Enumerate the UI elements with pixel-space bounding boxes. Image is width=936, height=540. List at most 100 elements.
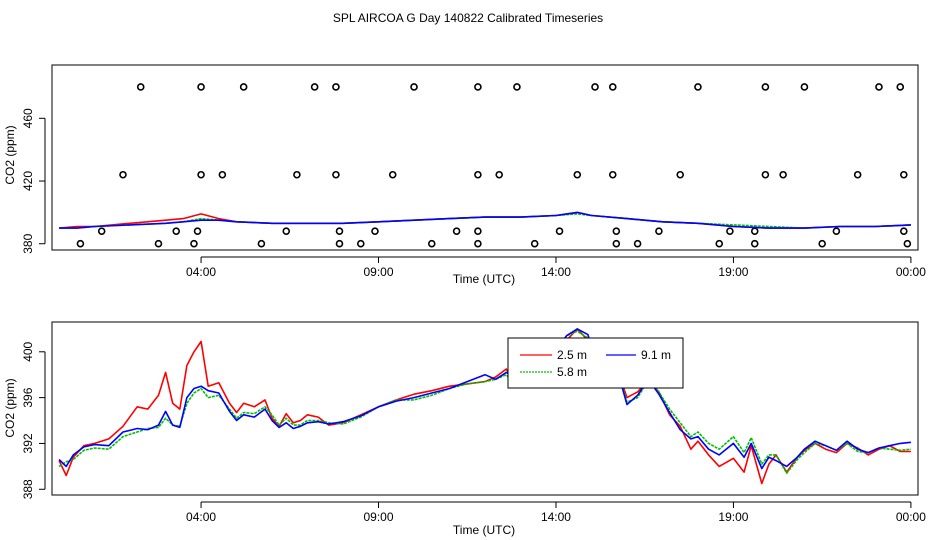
scatter-point — [154, 239, 163, 248]
scatter-point — [257, 239, 266, 248]
scatter-point — [119, 170, 127, 179]
bottom-y-tick-label: 392 — [21, 433, 35, 453]
bottom-y-axis-label: CO2 (ppm) — [3, 378, 17, 437]
top-y-tick-label: 380 — [21, 233, 35, 253]
top-x-tick-label: 19:00 — [718, 265, 748, 279]
scatter-point — [332, 83, 340, 91]
scatter-point — [676, 170, 685, 179]
scatter-point — [800, 83, 809, 91]
top-x-tick-label: 14:00 — [541, 265, 571, 279]
legend: 2.5 m 9.1 m 5.8 m — [507, 337, 684, 389]
scatter-point — [750, 227, 759, 235]
top-y-tick-label: 420 — [21, 171, 35, 191]
scatter-point — [193, 227, 202, 235]
scatter-point — [591, 83, 599, 91]
top-x-tick-label: 09:00 — [364, 265, 394, 279]
scatter-point — [655, 227, 663, 235]
series-line-9-1-m — [59, 211, 911, 229]
scatter-point — [555, 227, 564, 235]
scatter-point — [612, 227, 621, 235]
legend-label-9-1m: 9.1 m — [641, 348, 671, 362]
scatter-point — [335, 239, 344, 248]
scatter-point — [474, 227, 482, 235]
scatter-point — [608, 83, 617, 91]
scatter-point — [694, 83, 702, 91]
scatter-point — [335, 227, 344, 235]
scatter-point — [190, 239, 198, 248]
bottom-x-axis-label: Time (UTC) — [453, 523, 515, 537]
scatter-point — [761, 83, 770, 91]
scatter-point — [903, 239, 912, 248]
scatter-point — [452, 227, 461, 235]
bottom-y-axis: 388 392 396 400 — [21, 341, 46, 499]
scatter-point — [474, 83, 482, 91]
scatter-point — [573, 170, 582, 179]
scatter-point — [197, 170, 205, 179]
scatter-point — [513, 83, 521, 91]
chart-title: SPL AIRCOA G Day 140822 Calibrated Times… — [333, 11, 603, 25]
top-series-lines — [59, 211, 911, 229]
bottom-panel: 04:00 09:00 14:00 19:00 00:00 388 392 396 400 T… — [3, 321, 926, 537]
scatter-point — [136, 83, 145, 91]
scatter-point — [197, 83, 205, 91]
legend-label-2-5m: 2.5 m — [557, 348, 587, 362]
scatter-point — [76, 239, 85, 248]
scatter-point — [853, 170, 862, 179]
bottom-x-tick-label: 00:00 — [896, 510, 926, 524]
scatter-point — [172, 227, 181, 235]
scatter-point — [332, 170, 340, 179]
scatter-point — [896, 83, 905, 91]
scatter-point — [474, 170, 482, 179]
legend-label-5-8m: 5.8 m — [557, 365, 587, 379]
scatter-point — [218, 170, 227, 179]
scatter-point — [427, 239, 436, 248]
series-line-9-1-m — [58, 328, 911, 470]
bottom-series-lines — [58, 328, 911, 485]
scatter-point — [388, 170, 397, 179]
scatter-point — [293, 170, 301, 179]
top-plot-frame — [51, 64, 919, 251]
scatter-point — [495, 170, 503, 179]
scatter-point — [832, 227, 841, 235]
top-y-tick-label: 460 — [21, 108, 35, 128]
series-line-2-5-m — [58, 328, 911, 485]
scatter-point — [310, 83, 319, 91]
scatter-point — [410, 83, 418, 91]
scatter-point — [715, 239, 724, 248]
bottom-y-tick-label: 396 — [21, 387, 35, 407]
scatter-point — [282, 227, 291, 235]
top-y-axis: 380 420 460 — [21, 108, 46, 254]
bottom-x-tick-label: 09:00 — [364, 510, 394, 524]
top-x-tick-label: 04:00 — [186, 265, 216, 279]
top-panel: 04:00 09:00 14:00 19:00 00:00 380 420 460 Time… — [3, 64, 926, 286]
scatter-point — [726, 227, 734, 235]
scatter-point — [633, 239, 642, 248]
bottom-x-tick-label: 19:00 — [718, 510, 748, 524]
top-x-axis: 04:00 09:00 14:00 19:00 00:00 — [186, 256, 926, 279]
top-x-tick-label: 00:00 — [896, 265, 926, 279]
bottom-y-tick-label: 388 — [21, 479, 35, 499]
scatter-point — [97, 227, 106, 235]
scatter-point — [818, 239, 826, 248]
scatter-point — [761, 170, 770, 179]
scatter-point — [875, 83, 883, 91]
scatter-point — [371, 227, 379, 235]
top-scatter-points — [76, 83, 912, 248]
scatter-point — [530, 239, 539, 248]
bottom-x-axis: 04:00 09:00 14:00 19:00 00:00 — [186, 501, 926, 524]
series-line-2-5-m — [59, 211, 911, 229]
bottom-x-tick-label: 14:00 — [541, 510, 571, 524]
scatter-point — [612, 239, 621, 248]
scatter-point — [608, 170, 617, 179]
series-line-5-8-m — [58, 330, 911, 474]
scatter-point — [474, 239, 482, 248]
scatter-point — [750, 239, 759, 248]
bottom-y-tick-label: 400 — [21, 341, 35, 361]
scatter-point — [900, 170, 908, 179]
top-x-axis-label: Time (UTC) — [453, 272, 515, 286]
scatter-point — [900, 227, 908, 235]
scatter-point — [239, 83, 248, 91]
bottom-x-tick-label: 04:00 — [186, 510, 216, 524]
legend-box — [507, 337, 684, 389]
